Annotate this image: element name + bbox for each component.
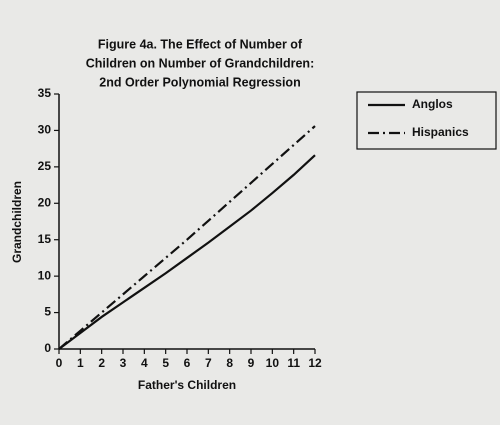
- x-tick-label: 12: [308, 356, 322, 370]
- chart-title: Figure 4a. The Effect of Number of: [98, 37, 303, 51]
- x-tick-label: 6: [184, 356, 191, 370]
- x-tick-label: 3: [120, 356, 127, 370]
- y-tick-label: 15: [38, 232, 52, 246]
- y-tick-label: 30: [38, 123, 52, 137]
- legend-label: Hispanics: [412, 125, 469, 139]
- x-tick-label: 8: [226, 356, 233, 370]
- legend-box: [356, 91, 497, 150]
- x-tick-label: 4: [141, 356, 148, 370]
- y-tick-label: 35: [38, 86, 52, 100]
- series-line: [58, 125, 316, 350]
- y-tick-label: 5: [44, 305, 51, 319]
- y-tick-label: 0: [44, 341, 51, 355]
- x-tick-label: 10: [266, 356, 280, 370]
- chart-title: Children on Number of Grandchildren:: [86, 56, 314, 70]
- x-tick-label: 5: [162, 356, 169, 370]
- x-tick-label: 9: [248, 356, 255, 370]
- y-axis-label: Grandchildren: [10, 181, 24, 263]
- y-tick-label: 25: [38, 159, 52, 173]
- x-tick-label: 0: [56, 356, 63, 370]
- x-tick-label: 1: [77, 356, 84, 370]
- y-tick-label: 20: [38, 195, 52, 209]
- chart-title: 2nd Order Polynomial Regression: [99, 75, 300, 89]
- series-line: [58, 154, 316, 350]
- x-axis-label: Father's Children: [138, 378, 236, 392]
- x-tick-label: 2: [98, 356, 105, 370]
- x-tick-label: 11: [287, 356, 300, 370]
- legend-label: Anglos: [412, 97, 453, 111]
- y-tick-label: 10: [38, 268, 52, 282]
- x-tick-label: 7: [205, 356, 212, 370]
